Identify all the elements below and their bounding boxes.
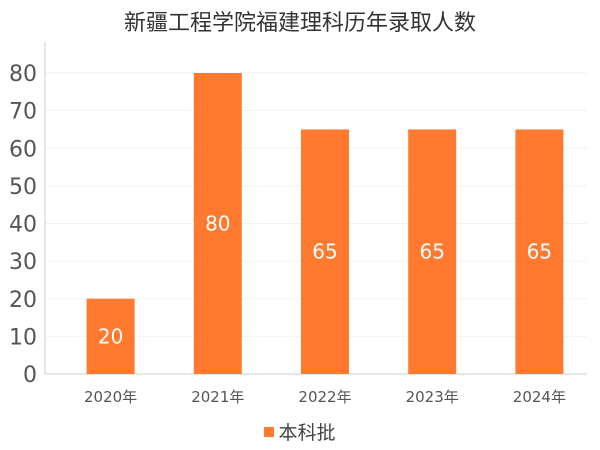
y-tick-label: 40 [9,213,37,238]
y-tick-label: 50 [9,175,37,200]
bar [86,298,135,374]
bar [301,129,349,374]
bar [408,129,457,374]
legend: 本科批 [0,418,600,445]
y-tick-label: 0 [23,363,37,388]
chart-title: 新疆工程学院福建理科历年录取人数 [123,11,476,36]
bar-data-label: 65 [419,240,444,264]
bar [515,129,564,374]
y-tick-label: 60 [9,137,37,162]
y-tick-label: 30 [9,250,37,275]
bar-data-label: 65 [527,240,552,264]
y-tick-label: 20 [9,288,37,313]
y-tick-label: 70 [9,100,37,125]
y-tick-label: 10 [9,325,37,350]
x-tick-label: 2020年 [84,388,137,406]
x-tick-label: 2021年 [191,388,244,406]
bar [193,73,242,374]
legend-label: 本科批 [278,422,336,444]
x-tick-label: 2024年 [513,388,566,406]
x-tick-label: 2022年 [298,388,351,406]
bar-data-label: 80 [205,212,230,236]
y-tick-label: 80 [9,62,37,87]
bar-data-label: 20 [98,324,123,348]
bar-data-label: 65 [312,240,337,264]
legend-swatch [264,427,275,437]
x-tick-label: 2023年 [406,388,459,406]
